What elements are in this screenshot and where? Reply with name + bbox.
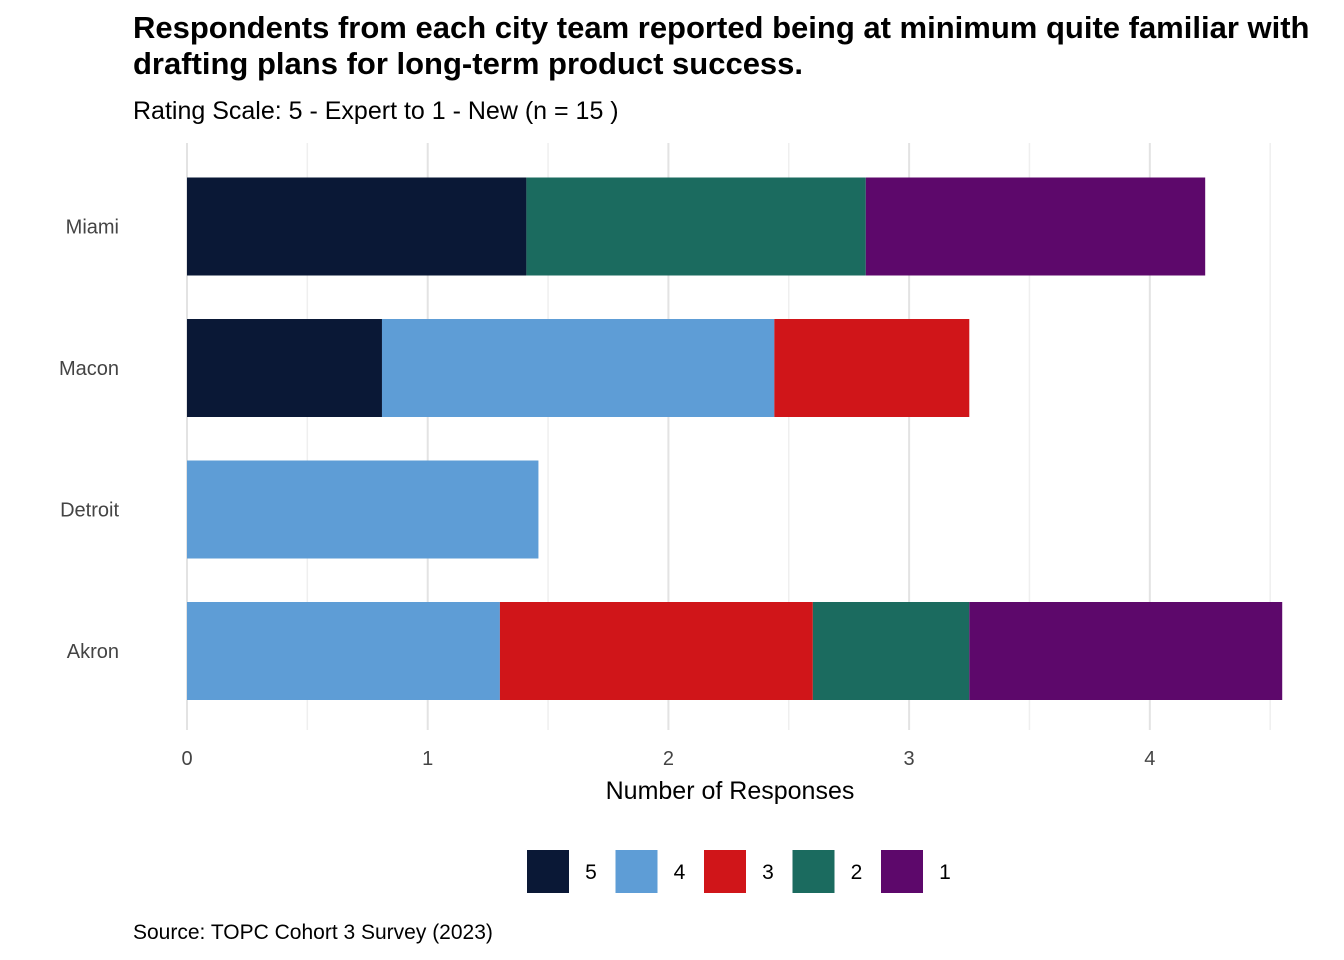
chart-caption: Source: TOPC Cohort 3 Survey (2023) (133, 921, 493, 944)
legend-label: 3 (762, 861, 774, 884)
bar-miami-rating-2 (526, 177, 866, 276)
chart-subtitle: Rating Scale: 5 - Expert to 1 - New (n =… (133, 97, 619, 125)
chart-title: Respondents from each city team reported… (133, 10, 1310, 81)
y-tick-label: Akron (67, 641, 119, 663)
bar-macon-rating-5 (187, 319, 382, 417)
bar-akron-rating-1 (969, 602, 1283, 700)
legend-label: 1 (939, 861, 951, 884)
legend-key-3 (704, 850, 746, 893)
bar-akron-rating-3 (499, 602, 813, 700)
bar-akron-rating-4 (187, 602, 500, 700)
x-tick-label: 2 (663, 748, 674, 770)
bar-miami-rating-5 (187, 177, 527, 276)
x-tick-label: 4 (1144, 748, 1155, 770)
y-tick-label: Detroit (60, 500, 119, 522)
legend-key-4 (615, 850, 658, 893)
legend-key-5 (527, 850, 569, 893)
legend-label: 2 (851, 861, 863, 884)
bar-detroit-rating-4 (187, 460, 539, 559)
y-tick-label: Macon (59, 358, 119, 380)
bar-macon-rating-4 (381, 319, 775, 417)
y-tick-label: Miami (66, 217, 119, 239)
legend-label: 5 (585, 861, 597, 884)
x-axis-labels: 0 1 2 3 4 (181, 748, 1155, 770)
y-axis-labels: Miami Macon Detroit Akron (59, 217, 119, 664)
legend-key-1 (881, 850, 923, 893)
legend-key-2 (792, 850, 835, 893)
x-axis-title: Number of Responses (606, 777, 855, 805)
bar-miami-rating-1 (865, 177, 1206, 276)
x-tick-label: 0 (181, 748, 192, 770)
legend: 5 4 3 2 1 (527, 850, 951, 893)
x-tick-label: 1 (422, 748, 433, 770)
bar-macon-rating-3 (774, 319, 970, 417)
x-tick-label: 3 (904, 748, 915, 770)
bar-akron-rating-2 (812, 602, 970, 700)
bars (187, 177, 1283, 700)
legend-label: 4 (674, 861, 686, 884)
